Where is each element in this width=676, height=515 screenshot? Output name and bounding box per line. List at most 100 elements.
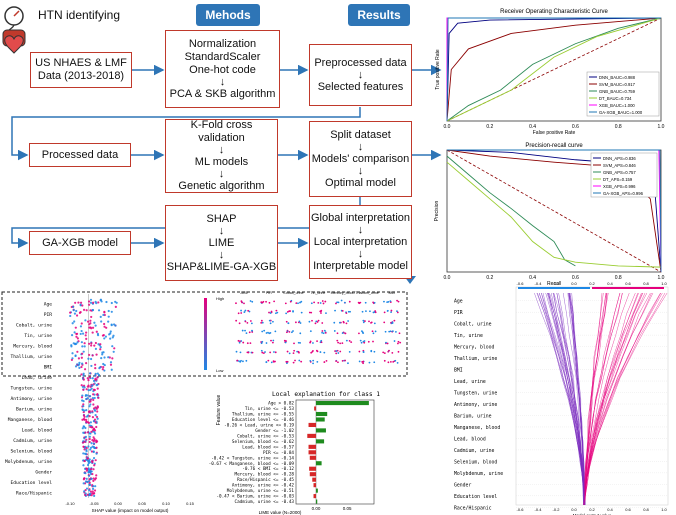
dependence-point (370, 349, 373, 352)
dependence-point (388, 349, 390, 352)
ga-xgb-box: GA-XGB model (29, 231, 131, 255)
shap-point (107, 356, 110, 359)
shap-point (89, 388, 92, 392)
preprocessing-box: Normalization StandardScaler One-hot cod… (165, 30, 280, 108)
pr-title: Precision-recall curve (525, 143, 583, 149)
pr-chart: Precision-recall curve Recall Precision 0.0… (434, 143, 665, 287)
dependence-point (390, 309, 393, 312)
shap-point (90, 344, 93, 347)
shap-point (82, 482, 85, 485)
dependence-point (308, 311, 311, 314)
dependence-point (284, 302, 287, 305)
dependence-point (335, 360, 338, 363)
dependence-point (294, 359, 296, 362)
dependence-point (261, 340, 264, 343)
dependence-point (362, 360, 365, 363)
dependence-point (374, 330, 377, 333)
dependence-point (272, 339, 275, 342)
dependence-point (286, 362, 288, 365)
roc-xtick: 1.0 (658, 124, 665, 130)
shap-point (93, 464, 96, 467)
shap-point (82, 372, 85, 375)
decision-bottom-tick: 1.0 (661, 507, 667, 512)
shap-feature-label: BMI (44, 364, 53, 370)
shap-point (95, 474, 98, 477)
result-line: Selected features (317, 80, 404, 93)
down-arrow: ↓ (357, 68, 364, 81)
shap-point (84, 393, 88, 397)
roc-legend-entry: DT_BAUC=0.734 (599, 96, 632, 101)
result-line: Preprocessed data (314, 56, 407, 69)
shap-point (77, 363, 81, 366)
shap-point (92, 436, 95, 439)
shap-point (73, 331, 76, 334)
shap-point (88, 303, 91, 306)
lime-bar (308, 450, 316, 455)
dependence-point (264, 351, 266, 353)
decision-feature-label: Lead, blood (454, 436, 486, 442)
dependence-point (314, 322, 317, 325)
shap-point (102, 366, 105, 369)
shap-point (92, 468, 95, 471)
dependence-point (396, 311, 399, 314)
shap-point (87, 357, 90, 360)
dependence-point (238, 322, 241, 325)
shap-point (83, 477, 86, 480)
roc-legend-entry: GA-XGB_BAUC=1.000 (599, 110, 643, 115)
shap-point (85, 337, 88, 340)
shap-point (88, 474, 91, 477)
down-arrow: ↓ (218, 168, 225, 180)
lime-bar (316, 439, 325, 444)
dependence-point (295, 321, 297, 324)
shap-point (85, 438, 88, 441)
shap-point (92, 388, 95, 391)
dependence-point (398, 332, 401, 335)
shap-point (86, 385, 89, 388)
shap-point (93, 494, 96, 497)
lime-bar-label: -0.42 < Tungsten, urine <= -0.14 (211, 455, 294, 461)
shap-point (95, 439, 98, 442)
dependence-point (363, 341, 366, 344)
shap-point (102, 351, 105, 354)
decision-feature-label: Molybdenum, urine (454, 471, 503, 477)
dependence-point (347, 362, 349, 365)
dependence-point (272, 320, 274, 323)
shap-point (83, 368, 87, 371)
shap-point (88, 494, 91, 497)
dependence-point (243, 302, 245, 305)
shap-point (97, 301, 100, 304)
dependence-point (358, 350, 361, 353)
lime-xlabel: LIME value (N=2000) (259, 510, 302, 515)
shap-point (88, 435, 91, 438)
dependence-point (242, 341, 245, 344)
dependence-point (372, 340, 374, 343)
shap-point (89, 421, 92, 424)
shap-point (81, 345, 84, 348)
dependence-point (235, 302, 237, 305)
shap-point (107, 315, 110, 318)
dependence-point (322, 332, 325, 335)
shap-feature-label: Cadmium, urine (13, 438, 52, 444)
lime-bar-label: PIR <= -0.84 (263, 450, 294, 456)
shap-point (95, 330, 98, 333)
preprocessing-result-box: Preprocessed data ↓ Selected features (309, 44, 412, 106)
dependence-point (358, 332, 360, 335)
decision-bottom-tick: -0.4 (535, 507, 543, 512)
dependence-point (316, 360, 319, 363)
dependence-point (251, 329, 253, 332)
decision-path (552, 292, 585, 506)
decision-feature-label: Manganese, blood (454, 425, 500, 431)
shap-point (103, 369, 106, 372)
dependence-point (312, 342, 314, 344)
shap-point (88, 405, 91, 408)
dependence-point (269, 322, 272, 325)
shap-point (91, 309, 94, 312)
lime-title: Local explanation for class 1 (272, 391, 380, 398)
dependence-point (261, 301, 264, 304)
shap-dependence-panel: AGE PIR Cobalt_urine Tin_urine Mercury_blood… (235, 291, 402, 365)
lime-xtick: 0.05 (343, 506, 352, 511)
shap-point (89, 446, 93, 449)
shap-point (79, 304, 82, 307)
dependence-point (337, 341, 340, 344)
shap-point (74, 365, 78, 368)
